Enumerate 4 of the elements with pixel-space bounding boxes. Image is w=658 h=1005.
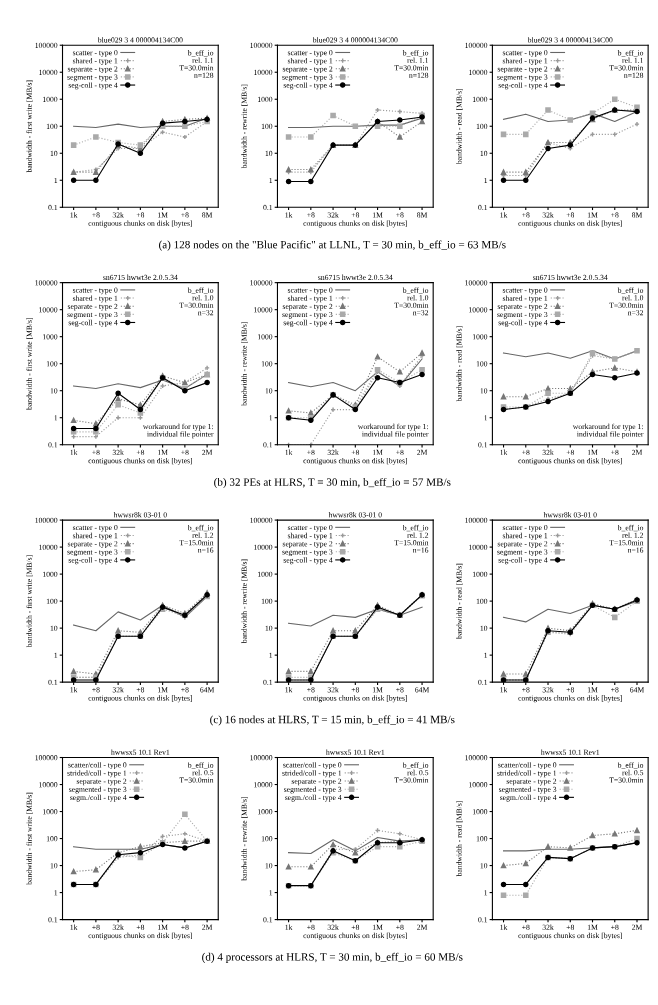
text: (b) 32 PEs at HLRS, T = 30 min, b_eff_io = 57 MB/s [214,477,451,489]
text: (a) 128 nodes on the "Blue Pacific" at LLNL, T = 30 min, b_eff_io = 63 MB/s [159,240,506,251]
text: (d) 4 processors at HLRS, T = 30 min, b_eff_io = 60 MB/s [202,952,463,963]
text: (c) 16 nodes at HLRS, T = 15 min, b_eff_io = 41 MB/s [210,715,455,726]
